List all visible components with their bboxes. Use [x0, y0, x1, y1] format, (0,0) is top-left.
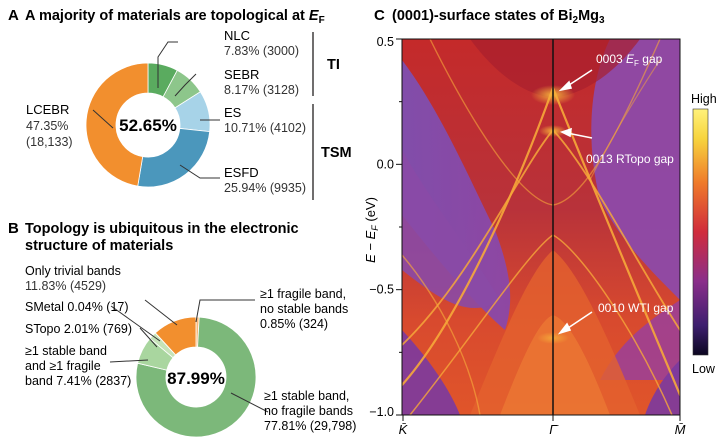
label-nlc-detail: 7.83% (3000)	[224, 44, 299, 58]
x-tick-label: Γ̄	[549, 422, 558, 437]
leader-esfd	[179, 164, 220, 179]
label-stable-no-fragile-line3: 77.81% (29,798)	[264, 419, 356, 433]
donut-chart-a	[85, 62, 211, 188]
panel-c: C (0001)-surface states of Bi2Mg3	[363, 7, 717, 437]
panel-b-letter: B	[8, 220, 19, 237]
x-tick-label: M̄	[675, 422, 686, 437]
panel-c-annotations: 0003 EF gap 0013 RTopo gap 0010 WTI gap	[557, 52, 674, 335]
leader-smetal	[110, 305, 161, 342]
label-stable-and-fragile-line3: band 7.41% (2837)	[25, 374, 131, 388]
colorbar-high-label: High	[691, 92, 717, 106]
label-esfd-detail: 25.94% (9935)	[224, 181, 306, 195]
label-lcebr-name: LCEBR	[26, 102, 69, 117]
panel-a: A A majority of materials are topologica…	[8, 7, 352, 200]
bracket-tsm-label: TSM	[321, 145, 352, 161]
label-fragile-only-line1: ≥1 fragile band,	[260, 287, 346, 301]
leader-stable-no-fragile	[230, 392, 269, 413]
panel-c-y-label: E − EF (eV)	[363, 197, 380, 263]
label-sebr-name: SEBR	[224, 67, 259, 82]
label-fragile-only-line3: 0.85% (324)	[260, 317, 328, 331]
label-esfd-name: ESFD	[224, 165, 259, 180]
y-tick-label: 0.5	[377, 35, 394, 49]
panel-b-title-line1: Topology is ubiquitous in the electronic	[25, 221, 299, 237]
label-es-detail: 10.71% (4102)	[224, 121, 306, 135]
label-smetal: SMetal 0.04% (17)	[25, 300, 129, 314]
leader-stable-and-fragile	[109, 359, 149, 363]
leader-stopo	[139, 327, 158, 348]
label-trivial-line2: 11.83% (4529)	[25, 279, 106, 293]
x-tick-label: K̄	[399, 422, 409, 437]
panel-c-title: (0001)-surface states of Bi2Mg3	[392, 8, 605, 26]
donut-b-center-label: 87.99%	[167, 369, 225, 388]
arrow-wti-gap	[564, 311, 593, 331]
annotation-wti-gap: 0010 WTI gap	[598, 301, 674, 315]
bracket-ti-label: TI	[327, 57, 340, 73]
panel-c-y-axis: 0.5 0.0 −0.5 −1.0	[369, 35, 402, 419]
panel-c-x-axis: K̄ Γ̄ M̄	[399, 415, 686, 437]
label-sebr-detail: 8.17% (3128)	[224, 83, 299, 97]
donut-chart-b	[135, 316, 257, 438]
band-structure-heatmap	[402, 39, 680, 415]
panel-b: B Topology is ubiquitous in the electron…	[8, 220, 356, 438]
panel-b-leaders	[109, 299, 269, 413]
arrow-rtopo-gap	[566, 132, 593, 139]
label-stable-no-fragile-line2: no fragile bands	[264, 404, 353, 418]
donut-slice-lcebr	[85, 62, 149, 187]
annotation-ef-gap: 0003 EF gap	[596, 52, 663, 68]
colorbar	[692, 108, 709, 356]
y-tick-label: 0.0	[377, 157, 394, 171]
donut-slice-stable-no-fragile	[135, 316, 257, 438]
y-tick-label: −0.5	[369, 283, 394, 297]
donut-a-center-label: 52.65%	[119, 116, 177, 135]
panel-b-title-line2: structure of materials	[25, 238, 173, 254]
y-tick-label: −1.0	[369, 405, 394, 419]
leader-trivial	[144, 299, 178, 326]
label-stopo: STopo 2.01% (769)	[25, 322, 132, 336]
leader-lcebr	[92, 109, 114, 129]
leader-sebr	[174, 73, 197, 97]
panel-a-title: A majority of materials are topological …	[25, 8, 325, 26]
label-nlc-name: NLC	[224, 28, 250, 43]
panel-a-leaders	[92, 41, 220, 179]
label-lcebr-count: (18,133)	[26, 135, 73, 149]
panel-c-letter: C	[374, 7, 385, 24]
label-fragile-only-line2: no stable bands	[260, 302, 348, 316]
colorbar-low-label: Low	[692, 362, 716, 376]
annotation-rtopo-gap: 0013 RTopo gap	[586, 152, 674, 166]
label-lcebr-pct: 47.35%	[26, 119, 68, 133]
label-stable-and-fragile-line2: and ≥1 fragile	[25, 359, 101, 373]
label-stable-no-fragile-line1: ≥1 stable band,	[264, 389, 349, 403]
donut-slice-esfd	[137, 127, 211, 188]
panel-a-letter: A	[8, 7, 19, 24]
donut-slice-trivial	[154, 316, 197, 356]
label-es-name: ES	[224, 105, 242, 120]
label-trivial-line1: Only trivial bands	[25, 264, 121, 278]
leader-nlc	[157, 41, 178, 88]
leader-fragile-only	[195, 299, 255, 323]
label-stable-and-fragile-line1: ≥1 stable band	[25, 344, 107, 358]
